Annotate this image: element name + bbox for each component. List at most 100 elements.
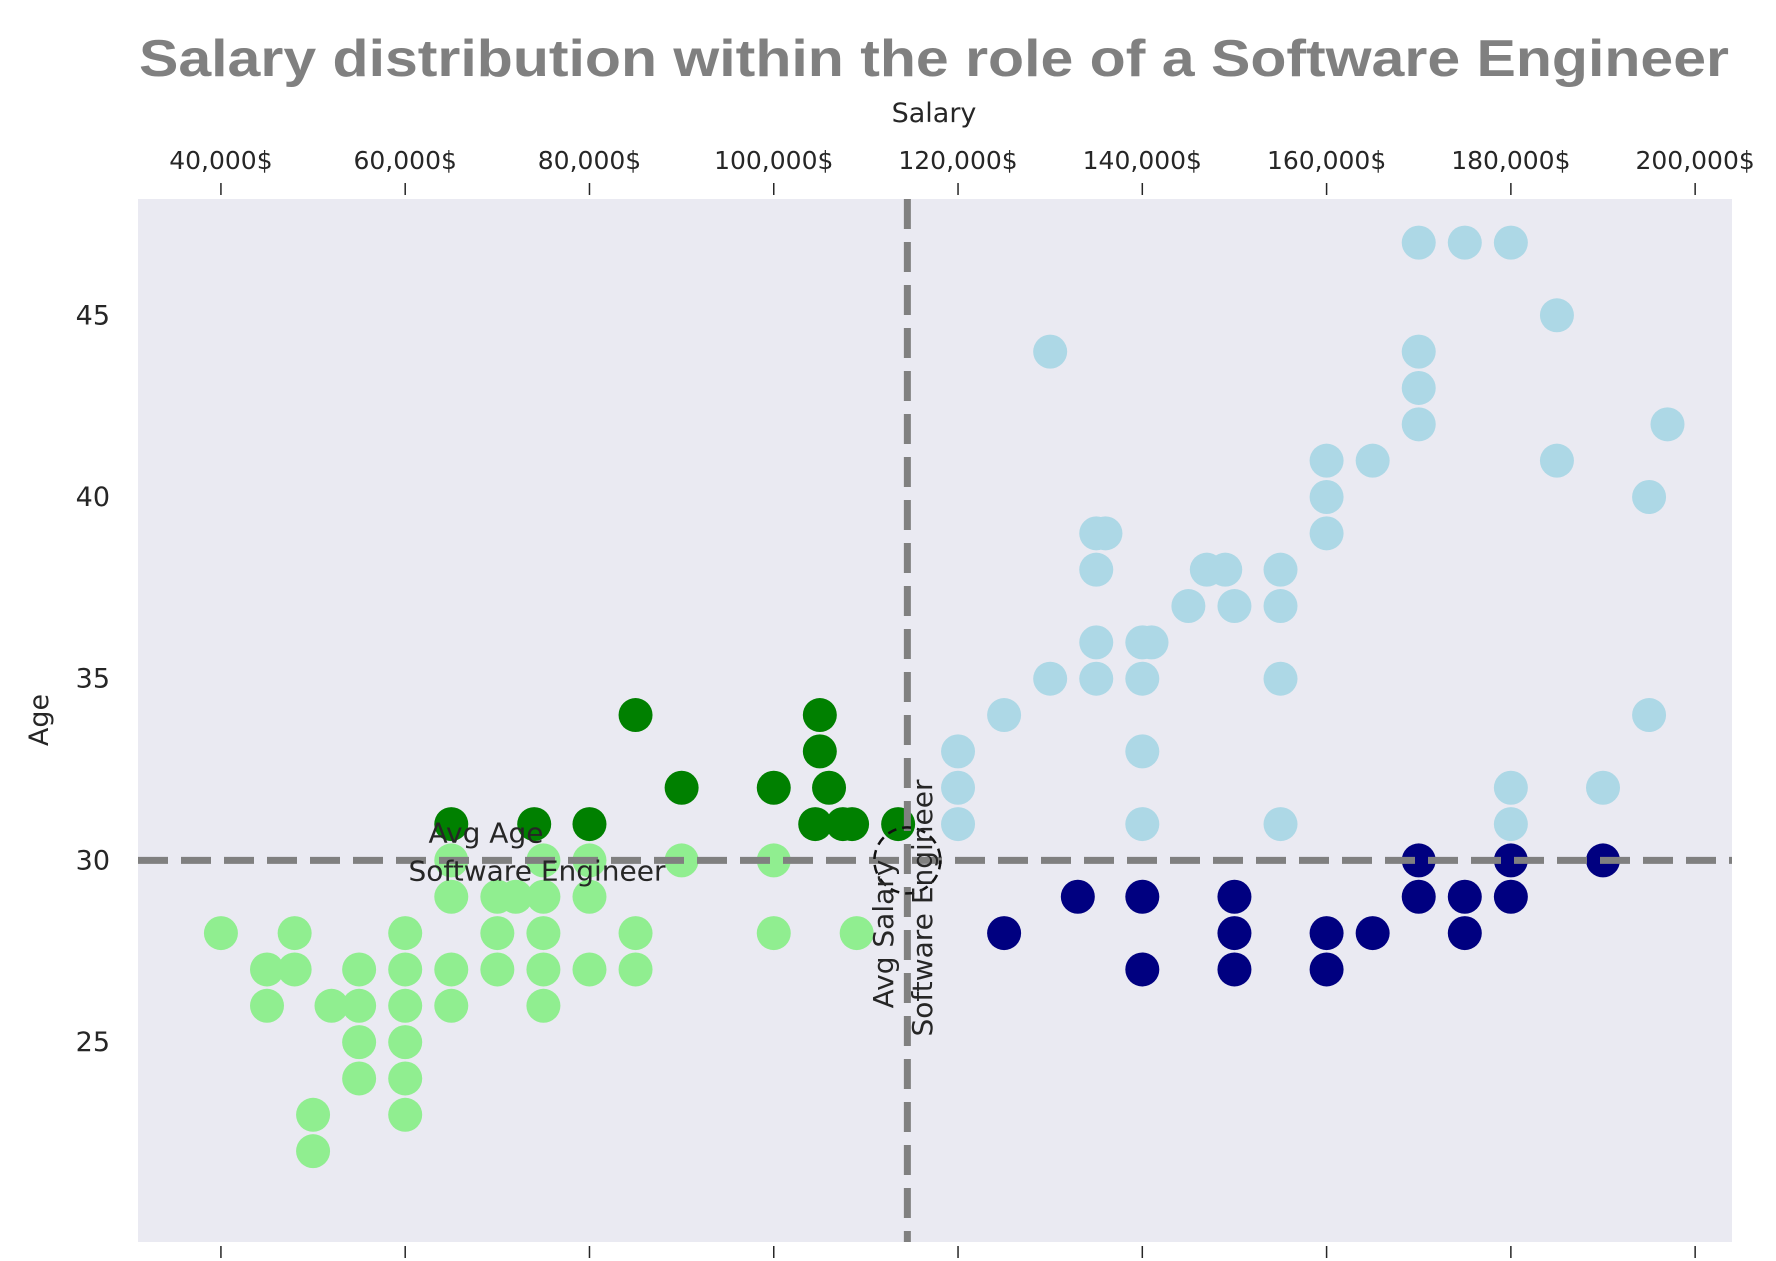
data-point (342, 952, 377, 987)
data-point (987, 698, 1022, 733)
data-point (1401, 407, 1436, 442)
average-point-marker (873, 826, 942, 895)
data-point (839, 916, 874, 951)
avg-salary-annotation-line2: Software Engineer (906, 779, 939, 1037)
x-tick-label: 100,000$ (714, 146, 833, 175)
data-point (618, 952, 653, 987)
y-tick-label: 45 (76, 300, 110, 331)
reference-lines (138, 199, 1732, 1242)
data-point (1171, 589, 1206, 624)
data-point (249, 952, 284, 987)
data-point (812, 770, 847, 805)
data-point (1217, 952, 1252, 987)
data-point (618, 916, 653, 951)
data-point (342, 1025, 377, 1060)
x-tick-label: 40,000$ (169, 146, 272, 175)
data-point (1079, 661, 1114, 696)
data-point (1355, 443, 1390, 478)
data-point (1309, 480, 1344, 514)
avg-salary-annotation-line1: Avg Salary (867, 860, 900, 1009)
plot-area (138, 199, 1732, 1242)
data-point (277, 916, 312, 951)
data-point (249, 988, 284, 1023)
data-point (1539, 443, 1574, 478)
y-tick-label: 30 (76, 845, 110, 876)
data-point (802, 698, 837, 733)
data-point (1217, 916, 1252, 951)
data-point (1632, 698, 1667, 733)
data-point (1309, 916, 1344, 951)
data-point (314, 988, 349, 1023)
data-point (517, 807, 552, 842)
data-point (434, 952, 469, 987)
data-point (480, 952, 515, 987)
data-point (1263, 589, 1298, 624)
data-point (342, 1061, 377, 1096)
data-point (1060, 879, 1095, 914)
y-axis-label: Age (24, 694, 55, 746)
data-point (1493, 807, 1528, 842)
data-point (572, 879, 607, 914)
chart-title: Salary distribution within the role of a… (139, 30, 1729, 88)
x-axis-label: Salary (892, 98, 977, 129)
axis-ticks: 40,000$ 60,000$ 80,000$ 100,000$ 120,000$ 140… (76, 146, 1755, 1258)
data-point (434, 807, 469, 842)
data-point (203, 916, 238, 951)
data-point (618, 698, 653, 733)
avg-age-annotation-line1: Avg Age (429, 816, 544, 849)
data-point (664, 770, 699, 805)
data-point (1539, 298, 1574, 333)
data-point (756, 916, 791, 951)
data-point (1217, 879, 1252, 914)
data-point (1134, 625, 1169, 660)
data-point (526, 879, 561, 914)
data-point (434, 879, 469, 914)
data-point (1493, 843, 1528, 878)
data-point (1263, 552, 1298, 587)
data-point (756, 843, 791, 878)
x-tick-label: 140,000$ (1083, 146, 1202, 175)
data-point (1125, 734, 1160, 769)
data-point (526, 988, 561, 1023)
data-point (1493, 770, 1528, 805)
data-point (1079, 552, 1114, 587)
data-point (1033, 334, 1068, 369)
data-point (388, 988, 423, 1023)
data-point (572, 807, 607, 842)
data-point (1125, 807, 1160, 842)
data-point (987, 916, 1022, 951)
data-point (296, 1134, 331, 1169)
data-point (1033, 661, 1068, 696)
data-point (526, 916, 561, 951)
data-point (941, 770, 976, 805)
data-point (1650, 407, 1685, 442)
data-point (388, 952, 423, 987)
data-point (388, 1025, 423, 1060)
data-point (798, 807, 833, 842)
data-point (1401, 334, 1436, 369)
data-point (1263, 807, 1298, 842)
data-point (1263, 661, 1298, 696)
data-point (1586, 770, 1621, 805)
data-point (1125, 661, 1160, 696)
data-point (941, 807, 976, 842)
data-point (342, 988, 377, 1023)
x-tick-label: 120,000$ (898, 146, 1017, 175)
data-point (1088, 516, 1123, 551)
data-point (1447, 916, 1482, 951)
data-point (388, 1097, 423, 1132)
x-tick-label: 80,000$ (538, 146, 641, 175)
x-tick-label: 160,000$ (1267, 146, 1386, 175)
data-point (941, 734, 976, 769)
y-tick-label: 40 (76, 482, 110, 513)
data-point (296, 1097, 331, 1132)
data-point (1079, 625, 1114, 660)
data-point (1493, 879, 1528, 914)
data-point (802, 734, 837, 769)
data-point (572, 952, 607, 987)
avg-age-annotation-line2: Software Engineer (408, 854, 666, 887)
data-point (388, 1061, 423, 1096)
data-point (1447, 225, 1482, 260)
